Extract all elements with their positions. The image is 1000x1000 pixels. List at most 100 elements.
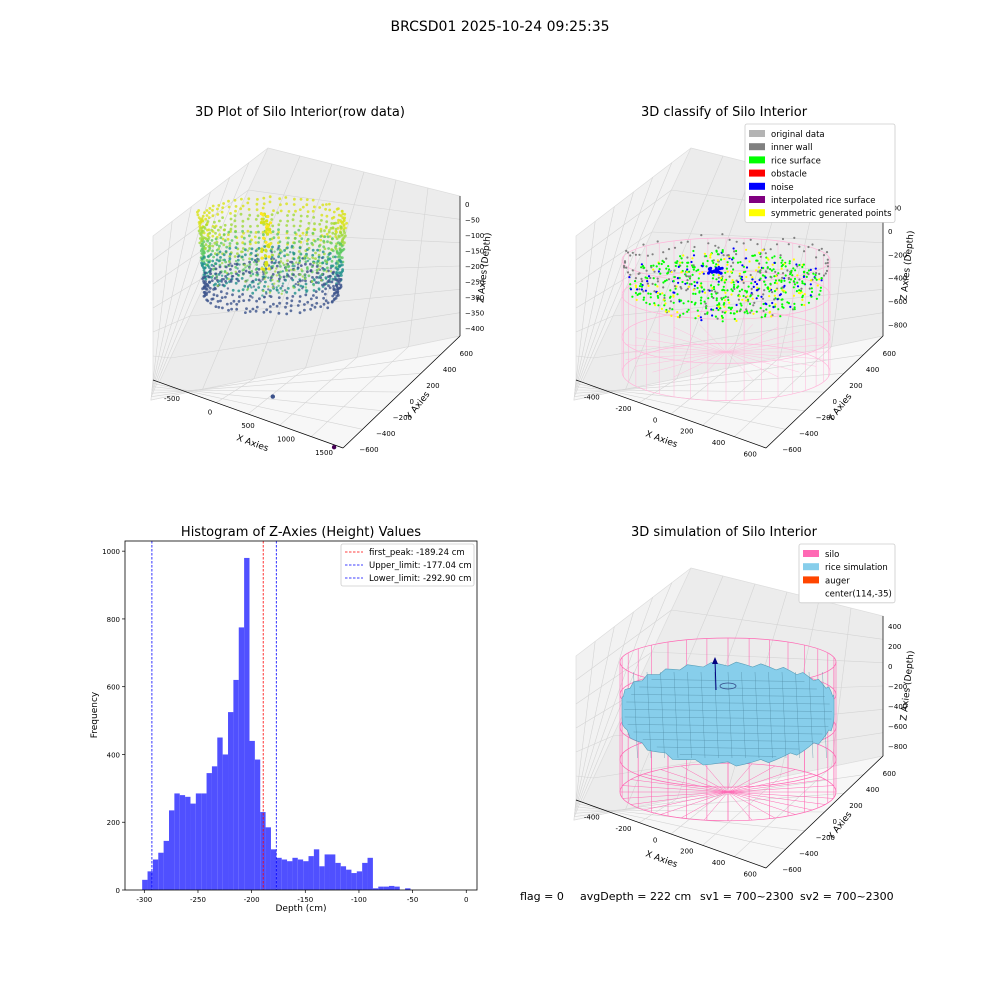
classified-point bbox=[732, 312, 736, 315]
legend-entry: silo bbox=[825, 550, 839, 560]
classified-point bbox=[778, 294, 782, 297]
status-flag: flag = 0 bbox=[520, 890, 564, 903]
raw-point bbox=[332, 284, 335, 288]
classified-point bbox=[717, 283, 720, 286]
raw-point bbox=[293, 241, 296, 245]
classified-point bbox=[690, 300, 693, 304]
raw-point bbox=[334, 296, 338, 300]
raw-point bbox=[223, 284, 226, 287]
raw-point bbox=[315, 271, 319, 275]
inner-wall-point bbox=[625, 249, 628, 252]
classified-point bbox=[783, 290, 786, 293]
raw-point bbox=[217, 305, 221, 309]
raw-point bbox=[219, 299, 222, 303]
y-tick-label: 200 bbox=[426, 382, 439, 390]
raw-point bbox=[312, 261, 315, 265]
simulation-plot-ylabel: Y Axies bbox=[826, 810, 855, 843]
raw-point bbox=[217, 204, 221, 207]
inner-wall-point bbox=[824, 262, 827, 265]
raw-point bbox=[322, 296, 325, 300]
classified-point bbox=[739, 261, 742, 264]
inner-wall-point bbox=[793, 236, 796, 239]
silo-floor-wire bbox=[727, 763, 753, 793]
raw-point bbox=[330, 280, 334, 284]
raw-point bbox=[202, 250, 206, 254]
classified-point bbox=[723, 279, 726, 282]
z-tick-label: −350 bbox=[465, 310, 484, 318]
raw-point bbox=[292, 273, 295, 277]
raw-point bbox=[241, 247, 245, 250]
classified-point bbox=[801, 298, 804, 301]
inner-wall-point bbox=[822, 274, 826, 277]
raw-point bbox=[330, 241, 333, 245]
silo-floor-wire bbox=[630, 791, 729, 805]
raw-point bbox=[326, 301, 330, 305]
classified-point bbox=[721, 289, 724, 292]
legend-entry: rice surface bbox=[771, 156, 821, 166]
classified-point bbox=[796, 281, 799, 284]
classified-point bbox=[645, 269, 648, 272]
y-tick-label: 200 bbox=[107, 819, 120, 827]
classified-point bbox=[765, 270, 768, 273]
raw-point bbox=[262, 236, 266, 240]
raw-point bbox=[236, 252, 239, 256]
classified-point bbox=[747, 285, 750, 288]
raw-point bbox=[214, 305, 218, 308]
classified-point bbox=[659, 293, 662, 296]
raw-point bbox=[304, 282, 308, 286]
raw-point bbox=[332, 298, 336, 302]
classified-point bbox=[656, 291, 660, 295]
rice-mesh bbox=[754, 671, 760, 759]
rice-mesh bbox=[624, 716, 832, 720]
classified-point bbox=[642, 298, 645, 301]
raw-point bbox=[285, 296, 289, 300]
inner-wall-point bbox=[686, 287, 689, 290]
classified-point bbox=[672, 291, 675, 294]
raw-point bbox=[334, 232, 337, 236]
classified-point bbox=[671, 308, 674, 311]
classified-point bbox=[756, 286, 759, 289]
raw-point bbox=[271, 224, 275, 228]
histogram-bar bbox=[324, 854, 330, 890]
raw-point bbox=[200, 247, 204, 251]
silo-wire bbox=[673, 327, 727, 353]
histogram-bar bbox=[292, 857, 298, 890]
inner-wall-point bbox=[825, 251, 829, 254]
classified-point bbox=[689, 275, 692, 278]
classified-point bbox=[715, 297, 718, 300]
raw-point bbox=[323, 235, 327, 239]
classified-point bbox=[751, 254, 754, 257]
classify-plot-zlabel: Z Axies (Depth) bbox=[899, 230, 916, 301]
raw-point bbox=[257, 258, 260, 261]
x-tick-label: 400 bbox=[712, 859, 725, 867]
raw-point bbox=[296, 304, 300, 307]
raw-point bbox=[249, 230, 253, 234]
classified-point bbox=[678, 298, 681, 301]
classified-point bbox=[691, 273, 694, 276]
histogram-bar bbox=[265, 827, 271, 890]
raw-point bbox=[205, 209, 209, 212]
raw-point bbox=[248, 310, 252, 313]
raw-point bbox=[247, 208, 251, 211]
classified-point bbox=[730, 281, 733, 284]
classified-point bbox=[657, 270, 661, 273]
raw-point bbox=[267, 255, 271, 259]
raw-point bbox=[313, 239, 317, 243]
classified-point bbox=[690, 283, 693, 286]
raw-point bbox=[319, 274, 322, 277]
y-axis-line bbox=[765, 755, 884, 869]
raw-point bbox=[332, 215, 336, 219]
classified-point bbox=[676, 293, 679, 296]
raw-point bbox=[241, 241, 245, 245]
raw-point bbox=[208, 270, 212, 273]
classified-point bbox=[691, 264, 694, 267]
y-tick-label: −200 bbox=[816, 834, 835, 842]
classified-point bbox=[687, 275, 690, 278]
classified-point bbox=[773, 281, 777, 284]
raw-point bbox=[296, 263, 300, 266]
raw-plot-ylabel: Y Axies bbox=[404, 390, 433, 423]
classified-point bbox=[688, 277, 692, 280]
classified-point bbox=[761, 274, 765, 277]
raw-point bbox=[275, 304, 279, 308]
raw-point bbox=[262, 275, 265, 278]
